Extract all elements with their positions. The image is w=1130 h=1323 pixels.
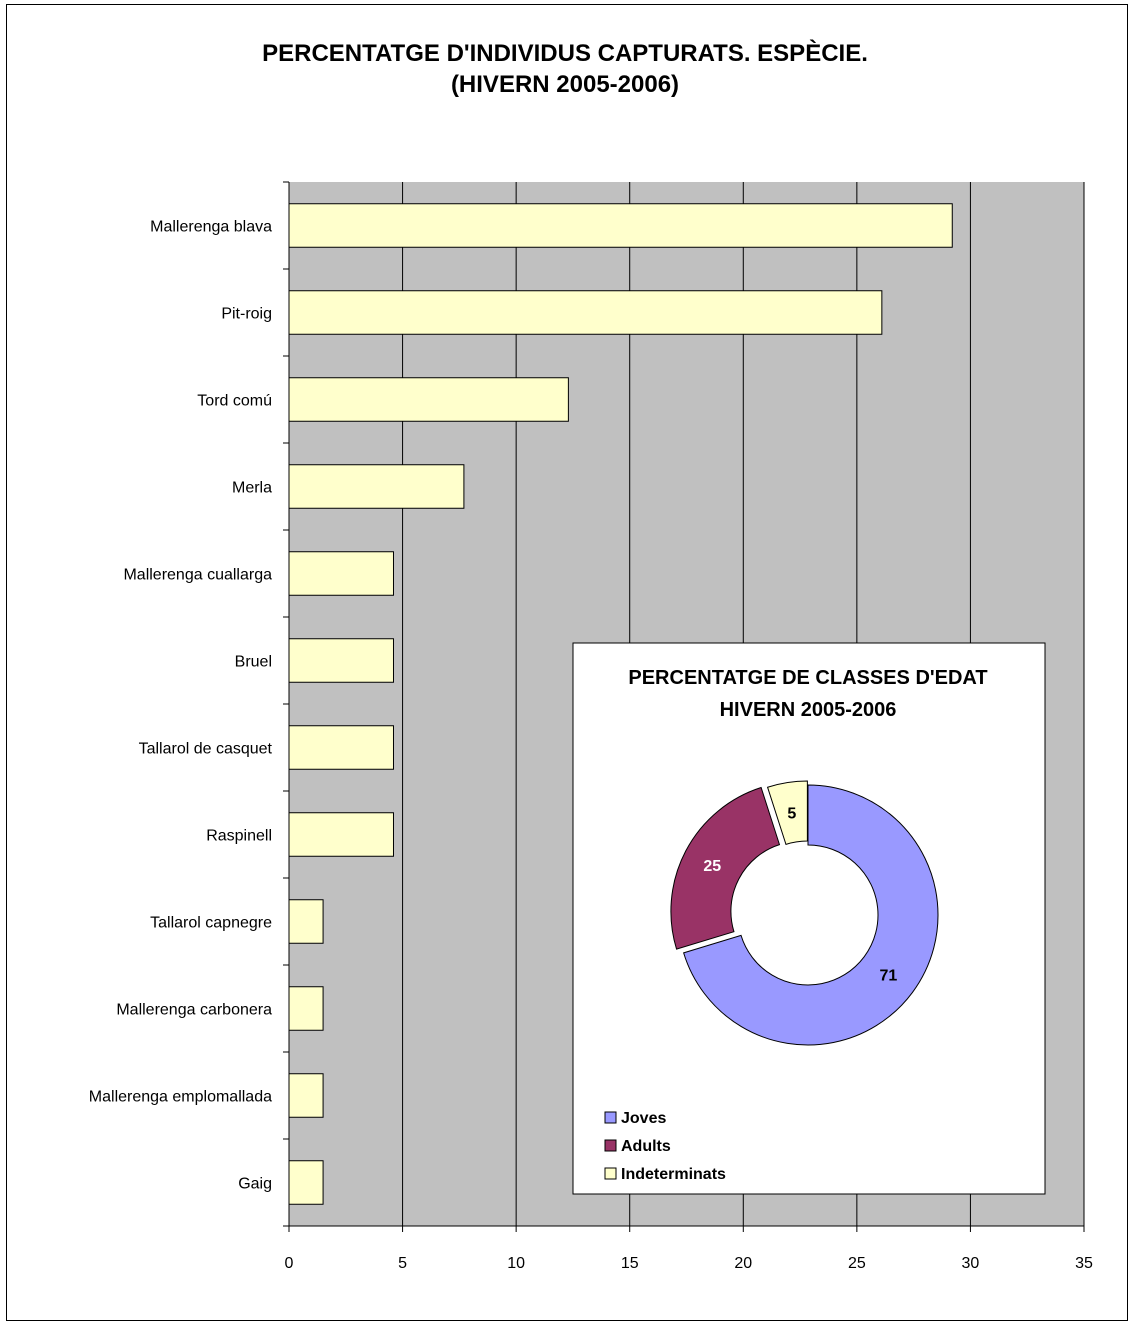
donut-value-label: 5 <box>787 805 796 822</box>
bar <box>288 377 569 422</box>
category-label: Tord comú <box>197 393 272 410</box>
category-label: Pit-roig <box>221 306 272 323</box>
bar <box>288 986 324 1031</box>
x-tick-labels: 0 5 10 15 20 25 30 35 <box>285 1226 1093 1272</box>
legend-label: Indeterminats <box>621 1166 726 1183</box>
x-tick-label: 30 <box>962 1255 980 1272</box>
bar <box>288 812 394 857</box>
x-tick-label: 5 <box>398 1255 407 1272</box>
donut <box>670 780 939 1046</box>
category-label: Mallerenga cuallarga <box>123 567 272 584</box>
chart-title-line-2: (HIVERN 2005-2006) <box>450 71 680 98</box>
donut-value-label: 25 <box>703 858 721 875</box>
category-label: Bruel <box>235 654 272 671</box>
category-label: Mallerenga carbonera <box>116 1002 272 1019</box>
inset-title-line-2: HIVERN 2005-2006 <box>720 699 897 721</box>
category-label: Merla <box>232 480 272 497</box>
x-tick-label: 15 <box>621 1255 639 1272</box>
x-tick-label: 0 <box>285 1255 294 1272</box>
donut-value-labels: 71 25 5 <box>703 805 897 984</box>
legend-swatch <box>604 1111 617 1124</box>
legend-swatch <box>604 1139 617 1152</box>
donut-slice <box>766 780 808 846</box>
category-label: Mallerenga emplomallada <box>89 1089 272 1106</box>
bar <box>288 464 465 509</box>
x-tick-label: 10 <box>507 1255 525 1272</box>
inset-title-line-1: PERCENTATGE DE CLASSES D'EDAT <box>628 667 987 689</box>
bar <box>288 290 883 335</box>
bar <box>288 899 324 944</box>
bar <box>288 1073 324 1118</box>
category-label: Tallarol de casquet <box>139 741 273 758</box>
legend-label: Adults <box>621 1138 671 1155</box>
bar <box>288 725 394 770</box>
legend-swatch <box>604 1167 617 1180</box>
bar <box>288 203 953 248</box>
chart-title-line-1: PERCENTATGE D'INDIVIDUS CAPTURATS. ESPÈC… <box>262 40 868 67</box>
category-label: Gaig <box>238 1176 272 1193</box>
x-tick-label: 20 <box>734 1255 752 1272</box>
bar <box>288 551 394 596</box>
donut-value-label: 71 <box>879 968 897 985</box>
axes <box>283 181 1084 1227</box>
x-tick-label: 35 <box>1075 1255 1093 1272</box>
bar <box>288 638 394 683</box>
bars <box>288 203 953 1205</box>
x-tick-label: 25 <box>848 1255 866 1272</box>
donut-slice <box>683 784 939 1046</box>
legend: Joves Adults Indeterminats <box>604 1110 726 1183</box>
legend-label: Joves <box>621 1110 666 1127</box>
chart-title: PERCENTATGE D'INDIVIDUS CAPTURATS. ESPÈC… <box>0 38 1130 100</box>
donut-slice <box>670 786 781 950</box>
category-labels: Mallerenga blava Pit-roig Tord comú Merla Ma… <box>89 219 273 1193</box>
age-class-chart: PERCENTATGE DE CLASSES D'EDAT HIVERN 200… <box>572 642 1046 1195</box>
category-label: Mallerenga blava <box>150 219 272 236</box>
bar <box>288 1160 324 1205</box>
category-label: Tallarol capnegre <box>150 915 272 932</box>
category-label: Raspinell <box>206 828 272 845</box>
inset-chart-box <box>572 642 1046 1195</box>
